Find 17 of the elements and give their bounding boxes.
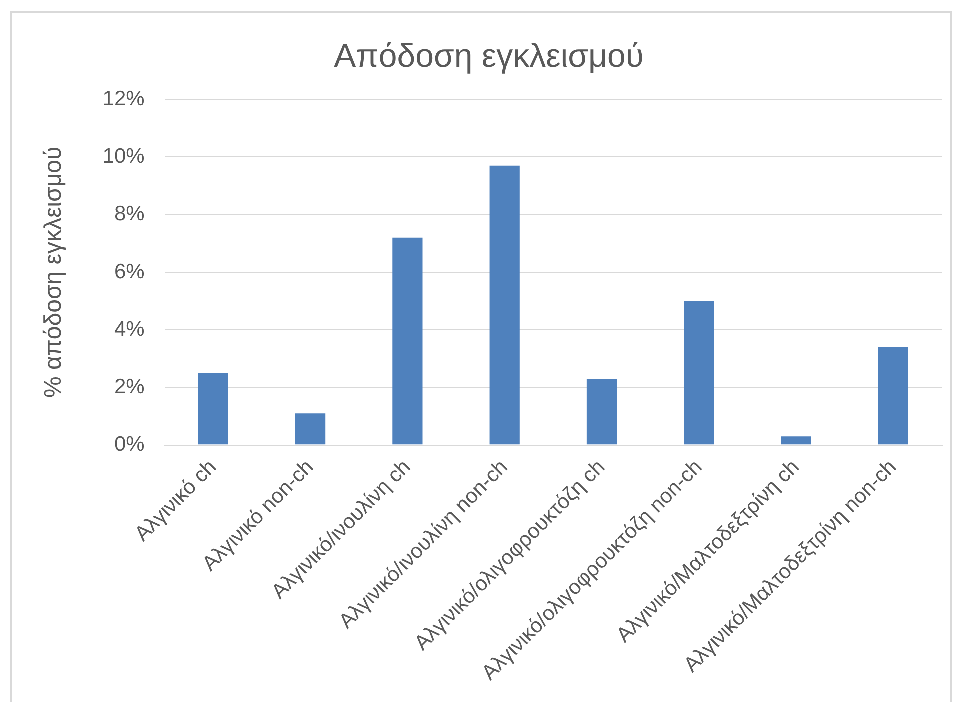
y-axis-title: % απόδοση εγκλεισμού (40, 146, 68, 398)
y-tick-label: 6% (114, 260, 145, 284)
y-tick-label: 12% (102, 87, 145, 110)
bar (295, 414, 326, 445)
bar (586, 379, 618, 445)
y-tick-label: 4% (114, 318, 145, 341)
y-tick-label: 2% (114, 376, 145, 398)
bar (198, 373, 228, 445)
y-tick-label: 10% (102, 145, 145, 168)
bar (781, 436, 812, 445)
y-tick-label: 8% (114, 202, 145, 226)
y-tick-label: 0% (114, 433, 145, 456)
bar (684, 301, 714, 445)
bar (490, 166, 520, 445)
chart-title: Απόδοση εγκλεισμού (334, 36, 644, 74)
bar (392, 238, 423, 445)
bar (878, 347, 908, 445)
